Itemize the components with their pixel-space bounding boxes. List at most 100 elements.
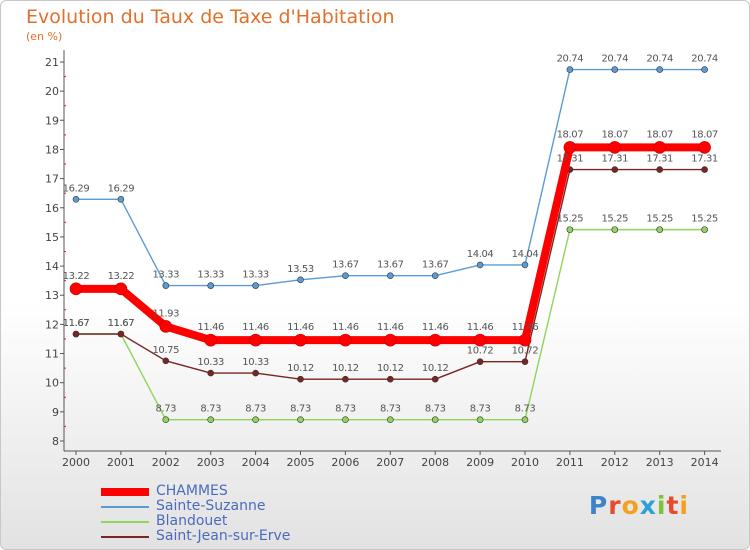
data-point-sainte-suzanne	[162, 282, 170, 289]
data-label-sainte-suzanne: 13.53	[287, 264, 314, 275]
data-point-sainte-suzanne	[342, 272, 349, 279]
data-point-blandouet	[252, 416, 259, 424]
data-label-chammes: 18.07	[691, 129, 718, 140]
data-label-chammes: 13.22	[63, 271, 90, 282]
data-label-chammes: 18.07	[557, 129, 584, 140]
data-point-chammes	[69, 282, 83, 296]
data-point-blandouet	[297, 416, 304, 424]
data-label-blandouet: 15.25	[646, 214, 673, 225]
data-label-sainte-suzanne: 13.33	[152, 270, 179, 281]
x-tick-label: 2013	[646, 456, 674, 469]
data-label-sainte-suzanne: 13.67	[422, 260, 449, 271]
y-tick-label: 18	[45, 143, 59, 156]
x-tick-label: 2007	[376, 456, 404, 469]
data-point-saint-jean-sur-erve	[252, 369, 259, 377]
y-tick-label: 8	[52, 435, 59, 448]
data-label-saint-jean-sur-erve: 10.12	[287, 363, 314, 374]
data-label-chammes: 11.46	[512, 322, 539, 333]
data-label-chammes: 11.46	[377, 322, 404, 333]
data-point-chammes	[518, 333, 532, 347]
data-label-sainte-suzanne: 13.67	[377, 260, 404, 271]
legend-swatch	[101, 536, 149, 538]
data-point-sainte-suzanne	[386, 272, 394, 279]
x-tick-label: 2010	[511, 456, 539, 469]
data-point-blandouet	[386, 416, 394, 424]
data-point-saint-jean-sur-erve	[611, 166, 619, 173]
data-label-chammes: 11.46	[287, 322, 314, 333]
data-point-saint-jean-sur-erve	[72, 330, 80, 338]
data-point-chammes	[428, 333, 442, 347]
x-tick-label: 2004	[242, 456, 270, 469]
y-tick-label: 19	[45, 114, 59, 127]
legend-swatch	[101, 521, 149, 523]
data-point-saint-jean-sur-erve	[117, 330, 125, 338]
data-point-blandouet	[566, 226, 574, 233]
data-point-chammes	[563, 141, 577, 154]
legend-swatch	[101, 506, 149, 508]
y-tick-label: 13	[45, 289, 59, 302]
data-point-sainte-suzanne	[207, 282, 214, 289]
data-point-blandouet	[431, 416, 439, 424]
x-tick-label: 2012	[601, 456, 629, 469]
data-point-chammes	[608, 141, 622, 154]
x-tick-label: 2008	[421, 456, 449, 469]
data-point-saint-jean-sur-erve	[342, 375, 349, 383]
data-point-chammes	[339, 333, 352, 347]
data-label-saint-jean-sur-erve: 10.33	[197, 357, 224, 368]
data-label-chammes: 18.07	[601, 129, 628, 140]
data-point-sainte-suzanne	[656, 66, 664, 73]
data-point-saint-jean-sur-erve	[297, 375, 304, 383]
data-label-chammes: 11.46	[197, 322, 224, 333]
data-label-blandouet: 15.25	[601, 214, 628, 225]
data-label-chammes: 11.46	[332, 322, 359, 333]
data-point-saint-jean-sur-erve	[386, 375, 394, 383]
data-label-sainte-suzanne: 20.74	[557, 54, 584, 65]
data-label-saint-jean-sur-erve: 10.72	[467, 346, 494, 357]
y-tick-label: 15	[45, 231, 59, 244]
data-label-chammes: 11.93	[152, 308, 179, 319]
data-label-blandouet: 8.73	[425, 404, 446, 415]
data-label-saint-jean-sur-erve: 17.31	[691, 154, 718, 165]
data-label-saint-jean-sur-erve: 10.33	[242, 357, 269, 368]
data-label-saint-jean-sur-erve: 11.67	[108, 318, 135, 329]
data-label-sainte-suzanne: 16.29	[108, 183, 135, 194]
data-label-blandouet: 8.73	[290, 404, 311, 415]
chart-title: Evolution du Taux de Taxe d'Habitation	[26, 6, 395, 28]
data-label-saint-jean-sur-erve: 11.67	[63, 318, 90, 329]
data-point-chammes	[294, 333, 307, 347]
data-point-sainte-suzanne	[476, 261, 484, 269]
x-tick-label: 2011	[556, 456, 584, 469]
data-label-sainte-suzanne: 13.33	[197, 270, 224, 281]
data-label-sainte-suzanne: 14.04	[512, 249, 539, 260]
proxiti-logo: Proxiti	[588, 491, 689, 520]
data-label-sainte-suzanne: 14.04	[467, 249, 494, 260]
data-label-blandouet: 15.25	[557, 214, 584, 225]
data-point-sainte-suzanne	[72, 196, 80, 203]
data-point-chammes	[204, 333, 217, 347]
data-label-blandouet: 11.67	[63, 318, 90, 329]
data-label-sainte-suzanne: 16.29	[63, 183, 90, 194]
legend-label: Sainte-Suzanne	[156, 498, 266, 514]
data-point-blandouet	[207, 416, 214, 424]
legend-item-saint-jean-sur-erve: Saint-Jean-sur-Erve	[101, 528, 361, 545]
x-tick-label: 2005	[287, 456, 315, 469]
data-label-blandouet: 8.73	[200, 404, 221, 415]
data-label-saint-jean-sur-erve: 17.31	[601, 154, 628, 165]
series-line-sainte-suzanne	[76, 68, 705, 287]
legend-swatch	[101, 488, 149, 496]
data-label-blandouet: 11.67	[108, 318, 135, 329]
y-tick-label: 21	[45, 56, 59, 69]
data-label-chammes: 13.22	[108, 271, 135, 282]
data-point-sainte-suzanne	[566, 66, 574, 73]
data-point-sainte-suzanne	[117, 196, 125, 203]
x-tick-label: 2014	[691, 456, 719, 469]
legend-label: CHAMMES	[156, 483, 228, 499]
data-label-saint-jean-sur-erve: 10.75	[152, 345, 179, 356]
data-point-sainte-suzanne	[431, 272, 439, 279]
data-point-chammes	[698, 141, 711, 154]
y-tick-label: 20	[45, 85, 59, 98]
legend-item-blandouet: Blandouet	[101, 513, 361, 530]
data-label-saint-jean-sur-erve: 17.31	[557, 154, 584, 165]
legend: CHAMMES Sainte-Suzanne Blandouet Saint-Jean…	[101, 483, 361, 545]
